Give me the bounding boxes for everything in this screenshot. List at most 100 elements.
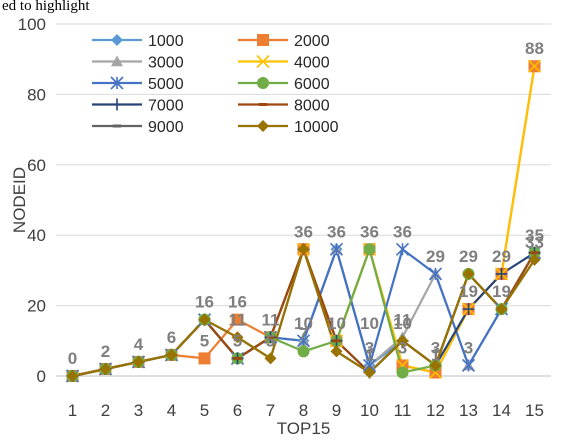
legend-label: 8000 <box>294 98 330 115</box>
x-marker <box>527 59 542 73</box>
star-marker <box>329 242 344 256</box>
y-tick-label: 80 <box>27 85 46 104</box>
legend: 1000 2000 3000 4000 5000 6000 7000 8000 9000 1000… <box>92 33 339 136</box>
y-tick-label: 60 <box>27 156 46 175</box>
legend-label: 9000 <box>148 119 184 136</box>
diamond-marker <box>99 362 112 375</box>
data-label: 19 <box>492 282 511 301</box>
data-label: 3 <box>398 338 407 357</box>
diamond-marker <box>495 303 508 316</box>
x-tick-label: 15 <box>525 401 544 420</box>
diamond-marker <box>264 352 277 365</box>
data-label: 36 <box>294 222 313 241</box>
legend-label: 2000 <box>294 33 330 50</box>
data-label: 16 <box>195 293 214 312</box>
square-marker <box>257 34 269 46</box>
data-label: 29 <box>492 247 511 266</box>
circle-marker <box>297 345 310 358</box>
star-marker <box>428 267 443 281</box>
y-tick-label: 100 <box>18 15 46 34</box>
x-tick-label: 1 <box>68 401 77 420</box>
y-tick-label: 0 <box>37 367 46 386</box>
diamond-marker <box>111 34 123 46</box>
data-labels: 0 2 4 6165161151153610736103610313611103293… <box>68 39 544 368</box>
circle-marker <box>363 243 376 256</box>
data-label: 35 <box>525 226 544 245</box>
star-marker <box>461 358 476 373</box>
circle-marker <box>396 366 409 379</box>
x-tick-label: 4 <box>167 401 176 420</box>
data-label: 4 <box>134 335 144 354</box>
diamond-marker <box>231 331 244 344</box>
legend-label: 4000 <box>294 55 330 72</box>
data-label: 7 <box>299 324 308 343</box>
data-label: 6 <box>167 328 176 347</box>
data-label: 10 <box>327 314 346 333</box>
x-tick-label: 12 <box>426 401 445 420</box>
data-label: 29 <box>459 247 478 266</box>
y-tick-label: 40 <box>27 226 46 245</box>
diamond-marker <box>132 355 145 368</box>
legend-label: 5000 <box>148 76 184 93</box>
data-label: 36 <box>393 222 412 241</box>
data-label: 3 <box>431 338 440 357</box>
data-label: 5 <box>200 331 209 350</box>
data-label: 88 <box>525 39 544 58</box>
plus-marker <box>495 267 508 280</box>
square-marker <box>231 313 244 326</box>
data-label: 3 <box>365 338 374 357</box>
triangle-marker <box>111 55 123 67</box>
star-marker <box>296 334 311 348</box>
star-marker <box>110 76 124 90</box>
diamond-marker <box>257 120 269 132</box>
plus-marker <box>462 303 475 316</box>
data-label: 1 <box>365 345 374 364</box>
data-label: 11 <box>394 310 412 329</box>
data-label: 11 <box>229 310 247 329</box>
diamond-marker <box>297 243 310 256</box>
x-tick-label: 6 <box>233 401 242 420</box>
data-label: 0 <box>68 349 77 368</box>
data-label: 10 <box>393 314 412 333</box>
data-label: 1 <box>431 345 440 364</box>
circle-marker <box>257 77 269 89</box>
legend-label: 6000 <box>294 76 330 93</box>
x-tick-label: 13 <box>459 401 478 420</box>
data-label: 19 <box>459 282 478 301</box>
x-marker <box>256 54 270 69</box>
x-tick-label: 8 <box>299 401 308 420</box>
legend-label: 3000 <box>148 55 184 72</box>
x-tick-label: 5 <box>200 401 209 420</box>
x-tick-label: 7 <box>266 401 275 420</box>
star-marker <box>395 242 410 256</box>
data-label: 2 <box>101 342 110 361</box>
square-marker <box>198 352 211 365</box>
data-label: 5 <box>233 331 242 350</box>
x-tick-label: 2 <box>101 401 110 420</box>
x-tick-label: 9 <box>332 401 341 420</box>
series-markers <box>65 59 542 383</box>
data-label: 10 <box>360 314 379 333</box>
data-label: 3 <box>464 338 473 357</box>
x-tick-label: 10 <box>360 401 379 420</box>
x-axis-title: TOP15 <box>277 419 331 438</box>
diamond-marker <box>429 359 442 372</box>
diamond-marker <box>66 370 79 382</box>
x-tick-label: 3 <box>134 401 143 420</box>
diamond-marker <box>165 348 178 361</box>
data-label: 29 <box>426 247 445 266</box>
diamond-marker <box>396 334 409 347</box>
data-label: 36 <box>327 222 346 241</box>
legend-label: 10000 <box>294 119 339 136</box>
legend-label: 1000 <box>148 33 184 50</box>
x-tick-label: 11 <box>394 401 412 420</box>
diamond-marker <box>363 366 376 379</box>
y-axis-title: NODEID <box>10 167 29 233</box>
diamond-marker <box>198 313 211 326</box>
legend-label: 7000 <box>148 98 184 115</box>
data-label: 16 <box>228 293 247 312</box>
diamond-marker <box>330 345 343 358</box>
y-tick-label: 20 <box>27 297 46 316</box>
